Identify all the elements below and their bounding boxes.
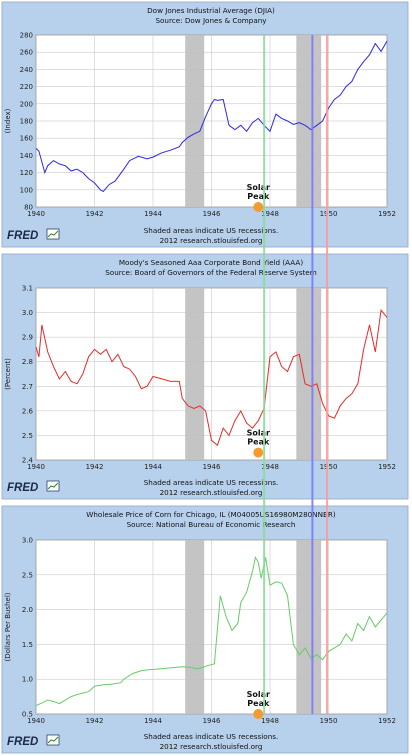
y-tick-label: 3.0 [22, 537, 33, 545]
x-tick-label: 1948 [261, 463, 279, 471]
y-tick-label: 1.5 [22, 641, 33, 649]
y-tick-label: 1.0 [22, 676, 33, 684]
solar-peak-dot [253, 202, 264, 212]
fred-icon-line [47, 736, 59, 744]
y-tick-label: 2.8 [22, 358, 33, 366]
fred-icon-frame [46, 228, 60, 240]
x-tick-label: 1950 [320, 717, 338, 725]
fred-logo: FRED [7, 734, 60, 748]
y-tick-label: 2.9 [22, 334, 33, 342]
x-tick-label: 1940 [27, 210, 45, 218]
chart-panel-2: Moody's Seasoned Aaa Corporate Bond Yiel… [1, 253, 409, 500]
x-tick-label: 1952 [378, 210, 396, 218]
y-tick-label: 240 [20, 66, 33, 74]
x-tick-label: 1946 [203, 210, 221, 218]
fred-logo-wordmark: FRED [7, 482, 38, 494]
x-tick-label: 1950 [320, 463, 338, 471]
y-tick-label: 260 [20, 49, 33, 57]
recession-band-2 [296, 540, 322, 714]
x-tick-label: 1942 [86, 717, 104, 725]
series-line-1 [35, 40, 388, 193]
chart-subtitle: Source: National Bureau of Economic Rese… [127, 520, 296, 529]
chart-title: Wholesale Price of Corn for Chicago, IL … [86, 510, 336, 519]
y-tick-label: 220 [20, 83, 33, 91]
recession-note: Shaded areas indicate US recessions. [144, 226, 279, 235]
solar-peak-dot [253, 447, 264, 458]
solar-peak-label-line2: Peak [247, 699, 270, 708]
x-tick-label: 1942 [86, 210, 104, 218]
x-tick-label: 1942 [86, 463, 104, 471]
y-tick-label: 80 [24, 204, 33, 212]
y-tick-label: 200 [20, 100, 33, 108]
x-tick-label: 1948 [261, 210, 279, 218]
chart-panel-3: Wholesale Price of Corn for Chicago, IL … [1, 505, 409, 754]
y-tick-label: 120 [20, 169, 33, 177]
y-tick-label: 280 [20, 32, 33, 40]
x-tick-label: 1944 [144, 463, 162, 471]
x-tick-label: 1950 [320, 210, 338, 218]
x-tick-label: 1946 [203, 717, 221, 725]
y-tick-label: 2.4 [22, 457, 34, 465]
fred-logo-wordmark: FRED [7, 230, 38, 242]
x-tick-label: 1946 [203, 463, 221, 471]
chart-subtitle: Source: Board of Governors of the Federa… [105, 268, 316, 277]
fred-logo-chart-icon [46, 734, 60, 746]
x-tick-label: 1948 [261, 717, 279, 725]
recession-band-1 [185, 540, 205, 714]
recession-note: Shaded areas indicate US recessions. [144, 732, 279, 741]
x-tick-label: 1940 [27, 717, 45, 725]
source-url-note: 2012 research.stlouisfed.org [160, 742, 263, 751]
x-tick-label: 1952 [378, 717, 396, 725]
series-line-1 [35, 308, 388, 447]
y-tick-label: 2.0 [22, 606, 33, 614]
y-tick-label: 2.5 [22, 571, 33, 579]
chart-title: Moody's Seasoned Aaa Corporate Bond Yiel… [119, 258, 303, 267]
fred-icon-line [47, 230, 59, 238]
y-tick-label: 180 [20, 118, 33, 126]
fred-logo-wordmark: FRED [7, 736, 38, 748]
y-tick-label: 2.7 [22, 383, 33, 391]
solar-peak-label-line2: Peak [247, 192, 270, 201]
source-url-note: 2012 research.stlouisfed.org [160, 488, 263, 497]
x-tick-label: 1940 [27, 463, 45, 471]
source-url-note: 2012 research.stlouisfed.org [160, 236, 263, 245]
solar-peak-label-line2: Peak [247, 438, 270, 447]
y-tick-label: 160 [20, 135, 33, 143]
fred-logo: FRED [7, 228, 60, 242]
fred-logo: FRED [7, 480, 60, 494]
y-tick-label: 3.1 [22, 285, 33, 293]
x-tick-label: 1944 [144, 717, 162, 725]
x-tick-label: 1952 [378, 463, 396, 471]
fred-icon-frame [46, 734, 60, 746]
y-tick-label: 0.5 [22, 711, 33, 719]
x-tick-label: 1944 [144, 210, 162, 218]
fred-icon-line [47, 482, 59, 490]
recession-band-1 [185, 288, 205, 460]
solar-peak-dot [253, 709, 264, 719]
chart-panel-1: Dow Jones Industrial Average (DJIA)Sourc… [1, 1, 409, 248]
solar-peak-label-line1: Solar [247, 429, 270, 438]
recession-note: Shaded areas indicate US recessions. [144, 478, 279, 487]
solar-peak-label-line1: Solar [247, 690, 270, 699]
chart-subtitle: Source: Dow Jones & Company [155, 16, 267, 25]
solar-peak-label-line1: Solar [247, 183, 270, 192]
y-tick-label: 3.0 [22, 309, 33, 317]
y-tick-label: 2.5 [22, 432, 33, 440]
y-axis-label: (Index) [4, 108, 12, 133]
y-tick-label: 100 [20, 186, 33, 194]
chart-title: Dow Jones Industrial Average (DJIA) [147, 6, 275, 15]
fred-logo-chart-icon [46, 480, 60, 492]
y-tick-label: 140 [20, 152, 33, 160]
y-axis-label: (Dollars Per Bushel) [4, 592, 12, 661]
series-line-1 [35, 556, 388, 707]
fred-icon-frame [46, 480, 60, 492]
y-tick-label: 2.6 [22, 407, 34, 415]
fred-logo-chart-icon [46, 228, 60, 240]
y-axis-label: (Percent) [4, 358, 12, 390]
recession-band-2 [296, 288, 322, 460]
